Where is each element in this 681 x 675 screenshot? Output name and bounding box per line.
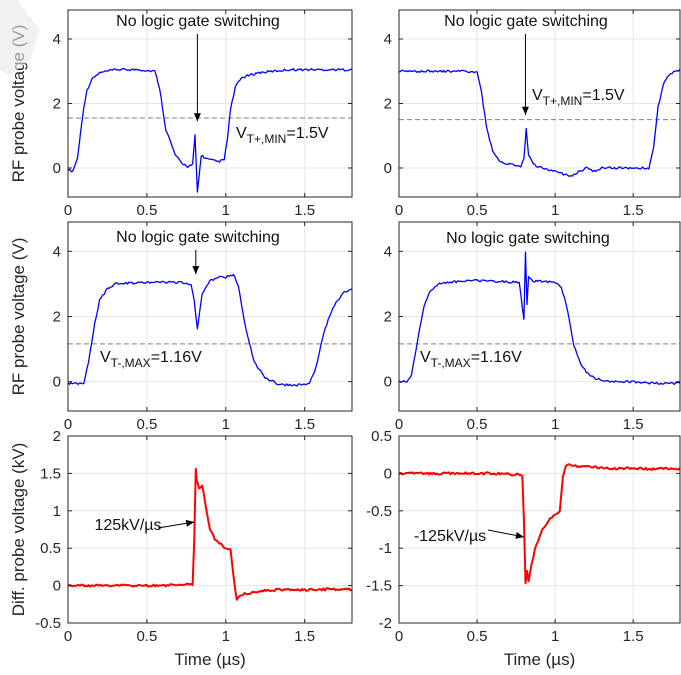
- x-tick-label: 0: [395, 202, 403, 219]
- axes-frame: [67, 435, 353, 624]
- threshold-annotation: VT+,MIN=1.5V: [236, 125, 329, 146]
- y-tick-label: 4: [53, 243, 61, 260]
- threshold-annotation: VT+,MIN=1.5V: [532, 87, 625, 108]
- threshold-symbol: V: [236, 125, 247, 142]
- y-tick-label: 0: [53, 374, 61, 391]
- axes-frame: [398, 435, 681, 624]
- y-tick-label: -1: [379, 540, 392, 557]
- series-line: [67, 467, 353, 601]
- threshold-subscript: T-,MAX: [111, 356, 151, 370]
- y-tick-label: 2: [53, 96, 61, 113]
- y-tick-label: 2: [384, 96, 392, 113]
- annotation-text: No logic gate switching: [446, 230, 610, 247]
- arrow-head: [515, 532, 524, 539]
- series-line: [398, 251, 681, 386]
- chart-panel-2: 0 0.5 1 1.5 0 2 4 No logic gate switching VT+,MI…: [384, 9, 681, 219]
- y-axis-label: Diff. probe voltage (kV): [9, 443, 28, 617]
- x-axis-label: Time (µs): [504, 650, 576, 669]
- x-tick-label: 0.5: [136, 416, 157, 433]
- threshold-subscript: T+,MIN: [543, 94, 583, 108]
- threshold-symbol: V: [532, 87, 543, 104]
- threshold-annotation: VT-,MAX=1.16V: [420, 349, 522, 370]
- annotation-text: 125kV/µs: [94, 517, 161, 534]
- x-tick-label: 1.5: [294, 202, 315, 219]
- threshold-annotation: VT-,MAX=1.16V: [100, 349, 202, 370]
- x-tick-label: 1: [551, 628, 559, 645]
- series-line: [67, 273, 353, 387]
- y-tick-label: 0: [384, 465, 392, 482]
- threshold-subscript: T-,MAX: [431, 356, 471, 370]
- threshold-value: =1.16V: [471, 349, 522, 366]
- x-tick-label: 1: [222, 628, 230, 645]
- y-tick-label: 4: [384, 31, 392, 48]
- y-tick-label: 4: [384, 243, 392, 260]
- y-tick-label: 0: [384, 160, 392, 177]
- x-tick-label: 0.5: [136, 628, 157, 645]
- chart-panel-6: 0 0.5 1 1.5 -2 -1.5 -1 -0.5 0 0.5 Time (µs) -125kV/…: [366, 428, 681, 669]
- threshold-value: =1.5V: [286, 125, 329, 142]
- x-tick-label: 1: [222, 202, 230, 219]
- watermark-fragment: [0, 0, 40, 75]
- y-tick-label: 0: [53, 578, 61, 595]
- y-tick-label: -1.5: [366, 578, 392, 595]
- x-tick-label: 1.5: [623, 416, 644, 433]
- y-tick-label: -2: [379, 615, 392, 632]
- x-tick-label: 0: [395, 628, 403, 645]
- y-tick-label: 4: [53, 31, 61, 48]
- annotation-text: No logic gate switching: [116, 13, 280, 30]
- y-tick-label: 0: [384, 374, 392, 391]
- threshold-value: =1.16V: [151, 349, 202, 366]
- series-line: [67, 67, 353, 193]
- annotation-text: No logic gate switching: [444, 13, 608, 30]
- chart-panel-4: 0 0.5 1 1.5 0 2 4 No logic gate switching VT-,MA…: [384, 221, 681, 433]
- arrow-head: [192, 266, 200, 275]
- threshold-subscript: T+,MIN: [247, 132, 287, 146]
- x-tick-label: 0.5: [136, 202, 157, 219]
- arrow-head: [185, 519, 195, 527]
- threshold-symbol: V: [100, 349, 111, 366]
- y-tick-label: 0.5: [40, 540, 61, 557]
- y-tick-label: -0.5: [35, 615, 61, 632]
- x-tick-label: 0: [395, 416, 403, 433]
- x-tick-label: 1.5: [294, 416, 315, 433]
- threshold-symbol: V: [420, 349, 431, 366]
- arrow-head: [521, 106, 529, 115]
- y-tick-label: 2: [384, 309, 392, 326]
- annotation-text: No logic gate switching: [116, 229, 280, 246]
- x-tick-label: 1: [551, 416, 559, 433]
- y-tick-label: 0: [53, 160, 61, 177]
- x-tick-label: 0.5: [467, 628, 488, 645]
- threshold-value: =1.5V: [582, 87, 625, 104]
- y-tick-label: 1: [53, 503, 61, 520]
- x-tick-label: 0.5: [467, 202, 488, 219]
- y-tick-label: 2: [53, 428, 61, 445]
- y-axis-label: RF probe voltage (V): [9, 238, 28, 396]
- x-tick-label: 1: [222, 416, 230, 433]
- series-line: [398, 463, 681, 585]
- y-tick-label: 0.5: [371, 428, 392, 445]
- y-tick-label: 2: [53, 309, 61, 326]
- x-tick-label: 0.5: [467, 416, 488, 433]
- x-tick-label: 1: [551, 202, 559, 219]
- series-line: [398, 68, 681, 177]
- x-axis-label: Time (µs): [174, 650, 246, 669]
- annotation-text: -125kV/µs: [414, 528, 486, 545]
- x-tick-label: 0: [64, 202, 72, 219]
- arrow-head: [193, 113, 201, 122]
- y-tick-label: 1.5: [40, 465, 61, 482]
- x-tick-label: 1.5: [294, 628, 315, 645]
- x-tick-label: 0: [64, 416, 72, 433]
- x-tick-label: 1.5: [623, 628, 644, 645]
- chart-panel-3: 0 0.5 1 1.5 0 2 4 RF probe voltage (V) No logic …: [9, 221, 353, 433]
- x-tick-label: 0: [64, 628, 72, 645]
- y-tick-label: -0.5: [366, 503, 392, 520]
- x-tick-label: 1.5: [623, 202, 644, 219]
